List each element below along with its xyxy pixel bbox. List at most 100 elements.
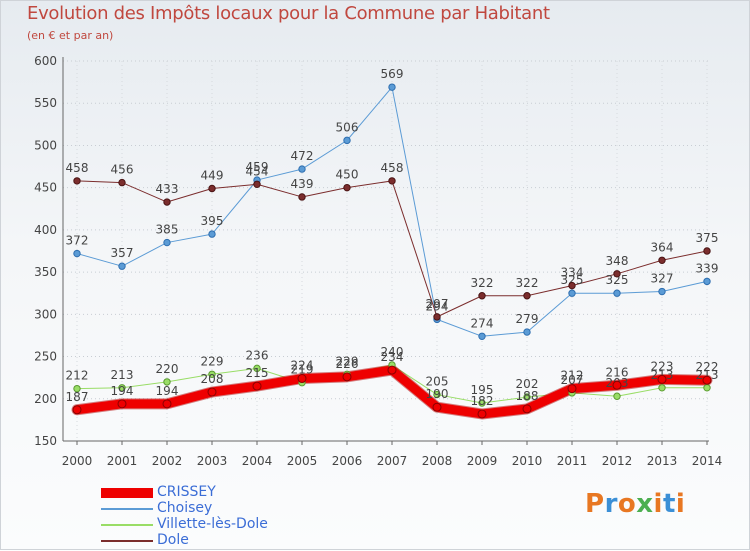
data-label: 202	[516, 377, 539, 391]
data-point	[477, 409, 487, 419]
data-point	[613, 270, 621, 278]
data-label: 213	[111, 368, 134, 382]
y-tick-label: 150	[34, 434, 57, 448]
y-tick-label: 450	[34, 181, 57, 195]
data-label: 297	[426, 297, 449, 311]
data-label: 194	[111, 384, 134, 398]
data-point	[613, 289, 621, 297]
data-label: 195	[471, 383, 494, 397]
data-label: 229	[201, 354, 224, 368]
x-tick-label: 2002	[152, 454, 183, 468]
data-point	[703, 384, 711, 392]
legend-swatch	[101, 508, 153, 510]
data-point	[567, 384, 577, 394]
data-label: 240	[381, 345, 404, 359]
data-point	[478, 292, 486, 300]
data-label: 364	[651, 240, 674, 254]
data-label: 348	[606, 254, 629, 268]
data-label: 334	[561, 266, 584, 280]
data-label: 226	[336, 357, 359, 371]
x-tick-label: 2006	[332, 454, 363, 468]
y-tick-label: 350	[34, 265, 57, 279]
data-point	[433, 390, 441, 399]
x-tick-label: 2012	[602, 454, 633, 468]
proxiti-logo: Proxiti	[585, 489, 686, 519]
data-point	[613, 392, 621, 400]
data-point	[253, 364, 261, 373]
x-tick-label: 2008	[422, 454, 453, 468]
data-point	[297, 374, 307, 384]
data-label: 182	[471, 394, 494, 408]
data-point	[343, 136, 351, 145]
data-label: 188	[516, 389, 539, 403]
legend-swatch	[101, 540, 153, 542]
data-label: 190	[426, 387, 449, 401]
data-point	[253, 180, 261, 188]
data-label: 213	[651, 368, 674, 382]
y-tick-label: 200	[34, 392, 57, 406]
legend-label: Dole	[157, 532, 189, 548]
y-tick-label: 550	[34, 96, 57, 110]
data-label: 222	[696, 360, 719, 374]
data-point	[703, 247, 711, 255]
data-label: 212	[561, 369, 584, 383]
data-point	[163, 238, 171, 247]
data-label: 472	[291, 149, 314, 163]
data-point	[433, 313, 441, 321]
data-label: 395	[201, 214, 224, 228]
data-point	[478, 332, 486, 340]
data-label: 224	[291, 359, 314, 373]
data-label: 279	[516, 312, 539, 326]
data-point	[388, 83, 396, 91]
data-point	[118, 262, 126, 270]
x-tick-label: 2014	[692, 454, 723, 468]
x-tick-label: 2009	[467, 454, 498, 468]
legend-label: Villette-lès-Dole	[157, 516, 268, 532]
data-label: 207	[561, 373, 584, 387]
data-label: 456	[111, 163, 134, 177]
data-point	[73, 177, 81, 185]
data-point	[388, 177, 396, 185]
data-label: 274	[471, 316, 494, 330]
data-point	[523, 292, 531, 300]
chart-title: Evolution des Impôts locaux pour la Comm…	[27, 3, 550, 24]
data-label: 449	[201, 169, 224, 183]
y-tick-label: 500	[34, 138, 57, 152]
data-point	[703, 277, 711, 286]
legend-swatch	[101, 488, 153, 498]
data-label: 219	[291, 363, 314, 377]
data-label: 372	[66, 234, 89, 248]
data-point	[387, 365, 397, 375]
series-line-choisey	[76, 86, 708, 337]
data-point	[162, 399, 172, 409]
x-tick-label: 2013	[647, 454, 678, 468]
data-label: 234	[381, 350, 404, 364]
data-label: 215	[246, 366, 269, 380]
data-label: 454	[246, 164, 269, 178]
data-label: 322	[516, 276, 539, 290]
data-point	[73, 384, 81, 393]
data-label: 322	[471, 276, 494, 290]
data-label: 212	[66, 369, 89, 383]
data-label: 229	[336, 354, 359, 368]
data-point	[342, 372, 352, 382]
data-point	[117, 399, 127, 409]
data-point	[73, 249, 81, 258]
data-point	[343, 183, 351, 192]
data-label: 375	[696, 231, 719, 245]
data-point	[658, 384, 666, 392]
data-label: 569	[381, 67, 404, 81]
data-label: 194	[156, 384, 179, 398]
data-point	[163, 198, 171, 206]
data-label: 385	[156, 223, 179, 237]
data-point	[252, 381, 262, 391]
data-point	[208, 184, 216, 193]
legend-label: Choisey	[157, 500, 213, 516]
x-tick-label: 2007	[377, 454, 408, 468]
data-point	[118, 178, 126, 187]
data-point	[478, 399, 486, 407]
data-point	[658, 256, 666, 264]
legend-swatch	[101, 524, 153, 526]
data-point	[568, 281, 576, 290]
data-point	[208, 230, 216, 238]
